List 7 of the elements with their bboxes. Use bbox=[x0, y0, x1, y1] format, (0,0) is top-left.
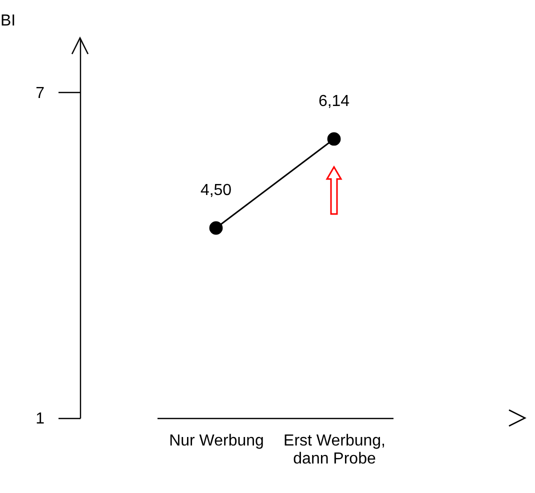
data-label: 4,50 bbox=[200, 182, 232, 199]
x-tick-label: Erst Werbung, dann Probe bbox=[284, 432, 386, 468]
x-tick-label: Nur Werbung bbox=[169, 432, 264, 450]
data-label: 6,14 bbox=[318, 92, 350, 110]
y-axis-title: BI bbox=[0, 12, 16, 30]
y-tick-label: 7 bbox=[36, 84, 45, 102]
y-tick-label: 1 bbox=[36, 410, 45, 428]
